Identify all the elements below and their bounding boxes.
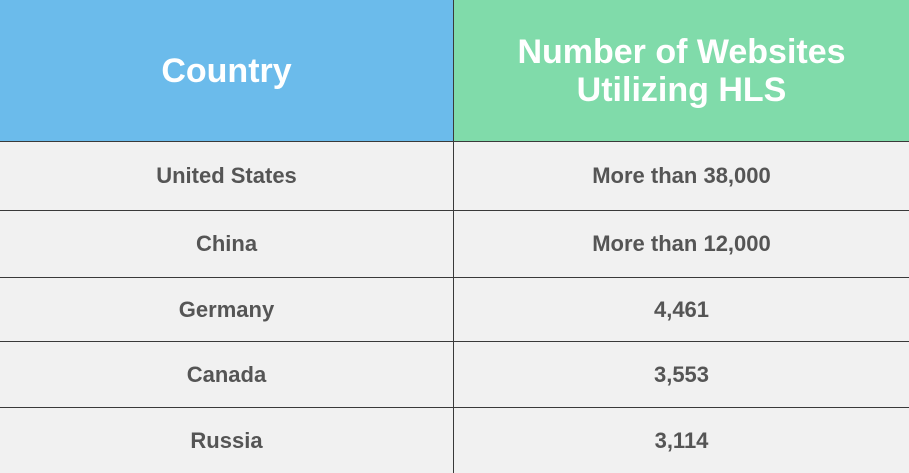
country-cell: China bbox=[0, 210, 454, 278]
count-cell: 3,553 bbox=[453, 341, 909, 408]
count-cell: 4,461 bbox=[453, 277, 909, 342]
header-cell: Country bbox=[0, 0, 454, 142]
country-cell: Canada bbox=[0, 341, 454, 408]
table-row: Canada 3,553 bbox=[0, 341, 909, 408]
table-row: Russia 3,114 bbox=[0, 407, 909, 473]
table-body: United States More than 38,000 China More t… bbox=[0, 141, 909, 473]
country-cell: Russia bbox=[0, 407, 454, 473]
header-row: Country Number of Websites Utilizing HLS bbox=[0, 0, 909, 142]
table-header: Country Number of Websites Utilizing HLS bbox=[0, 0, 909, 142]
table-row: United States More than 38,000 bbox=[0, 141, 909, 211]
count-cell: More than 12,000 bbox=[453, 210, 909, 278]
count-cell: More than 38,000 bbox=[453, 141, 909, 211]
table-row: Germany 4,461 bbox=[0, 277, 909, 342]
header-text: Number of Websites Utilizing HLS bbox=[517, 32, 846, 109]
table-row: China More than 12,000 bbox=[0, 210, 909, 278]
country-cell: United States bbox=[0, 141, 454, 211]
count-cell: 3,114 bbox=[453, 407, 909, 473]
country-cell: Germany bbox=[0, 277, 454, 342]
header-cell: Number of Websites Utilizing HLS bbox=[453, 0, 909, 142]
header-text: Country bbox=[161, 51, 292, 90]
